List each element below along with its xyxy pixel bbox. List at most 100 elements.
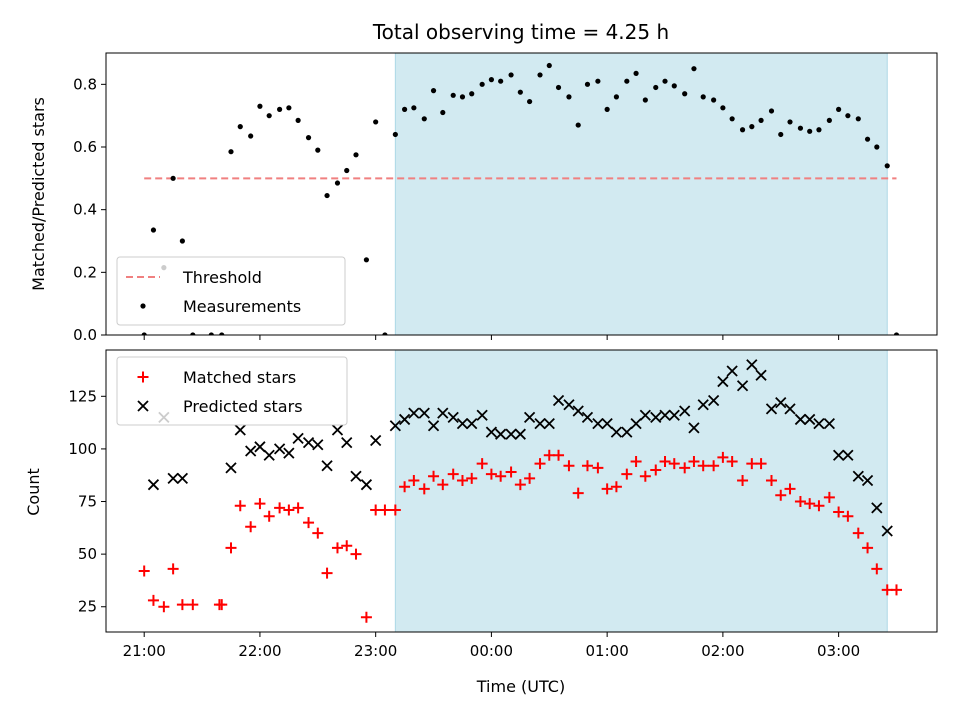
y-tick-label: 0.2	[73, 263, 97, 281]
data-point	[688, 456, 700, 468]
data-point	[871, 563, 883, 575]
data-point	[427, 420, 440, 432]
data-point	[495, 428, 507, 440]
data-point	[668, 409, 680, 421]
y-tick-label: 0.4	[73, 201, 97, 219]
data-point	[543, 449, 555, 461]
data-point	[787, 119, 793, 125]
data-point	[216, 599, 228, 611]
data-point	[823, 491, 835, 503]
legend: Threshold Measurements	[116, 256, 346, 326]
data-point	[170, 175, 176, 181]
y-tick-label: 75	[78, 493, 97, 511]
data-point	[476, 458, 488, 470]
data-point	[543, 418, 555, 430]
data-point	[485, 426, 498, 438]
data-point	[581, 460, 593, 472]
data-point	[736, 380, 749, 392]
data-point	[775, 489, 787, 501]
data-point	[601, 483, 613, 495]
y-tick-label: 0.8	[73, 75, 97, 93]
data-point	[755, 369, 767, 381]
data-point	[566, 94, 572, 100]
data-point	[370, 434, 382, 447]
y-tick-label: 50	[78, 545, 97, 563]
data-point	[312, 439, 324, 451]
data-point	[370, 504, 382, 516]
data-point	[671, 83, 677, 89]
data-point	[890, 584, 902, 596]
data-point	[334, 180, 341, 186]
data-point	[331, 542, 343, 554]
data-point	[708, 460, 720, 472]
data-point	[292, 432, 304, 445]
data-point	[321, 567, 333, 579]
data-point	[729, 116, 735, 122]
data-point	[273, 443, 286, 455]
data-point	[816, 127, 822, 133]
data-point	[893, 332, 900, 335]
data-point	[621, 426, 633, 438]
data-point	[604, 106, 610, 112]
data-point	[360, 611, 372, 623]
data-point	[784, 403, 796, 415]
data-point	[245, 521, 257, 533]
data-point	[341, 436, 353, 449]
data-point	[324, 192, 330, 199]
data-point	[341, 540, 353, 552]
data-point	[254, 441, 266, 453]
data-point	[572, 405, 584, 417]
data-point	[630, 456, 642, 468]
data-point	[807, 128, 813, 134]
data-point	[408, 407, 420, 419]
data-point	[350, 548, 362, 560]
data-point	[633, 70, 639, 76]
axes-frame	[105, 52, 938, 336]
data-point	[344, 167, 350, 174]
data-point	[691, 66, 697, 72]
data-point	[411, 105, 417, 111]
data-point	[248, 133, 254, 139]
data-point	[775, 396, 787, 409]
data-point	[659, 456, 671, 468]
bottom-panel: 21:00 22:00 23:00 00:00 01:00 02:00 03:00 25 50 7…	[68, 349, 938, 660]
data-point	[360, 479, 373, 491]
data-point	[697, 460, 709, 472]
data-point	[534, 418, 546, 430]
data-point	[813, 418, 825, 430]
data-point	[257, 103, 263, 109]
plot-area	[141, 62, 900, 335]
data-point	[804, 413, 816, 426]
data-point	[437, 479, 449, 491]
data-point	[601, 418, 613, 430]
data-point	[437, 407, 449, 419]
observing-window-shade	[394, 52, 888, 336]
data-point	[581, 411, 594, 423]
data-point	[389, 420, 401, 432]
data-point	[495, 470, 507, 482]
data-point	[263, 510, 275, 522]
data-point	[488, 77, 495, 83]
legend-marker	[140, 303, 146, 309]
data-point	[650, 464, 662, 476]
y-tick-label: 0.0	[73, 326, 97, 344]
data-point	[610, 426, 623, 438]
data-point	[639, 409, 651, 421]
axes-frame	[105, 349, 938, 633]
data-point	[758, 117, 764, 123]
data-point	[700, 94, 706, 100]
data-point	[717, 451, 729, 463]
data-point	[884, 163, 890, 169]
chart-title: Total observing time = 4.25 h	[372, 20, 669, 44]
data-point	[399, 481, 411, 493]
data-point	[679, 462, 691, 474]
data-point	[254, 498, 266, 510]
data-point	[505, 466, 517, 478]
data-point	[363, 257, 370, 263]
data-point	[277, 106, 283, 112]
data-point	[534, 458, 546, 470]
legend: Matched stars Predicted stars	[116, 356, 348, 426]
data-point	[450, 92, 456, 98]
data-point	[167, 472, 179, 485]
